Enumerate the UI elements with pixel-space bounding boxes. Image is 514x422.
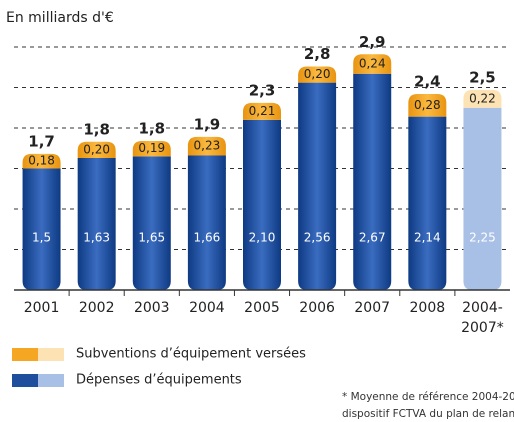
value-label: 0,22 [469, 91, 496, 105]
bar-segment [22, 153, 61, 169]
total-label: 1,8 [83, 120, 110, 138]
value-label: 1,63 [83, 231, 110, 245]
x-tick-line: 2004- [462, 300, 503, 316]
bar-segment [77, 157, 116, 290]
legend-swatch-light [38, 348, 64, 361]
total-label: 1,8 [138, 119, 165, 137]
total-label: 2,3 [249, 81, 276, 99]
bar-segment [353, 73, 392, 290]
unit-label: En milliards d'€ [6, 10, 114, 26]
legend-label: Dépenses d’équipements [76, 373, 242, 388]
bar-segment [298, 82, 337, 290]
value-label: 1,66 [194, 231, 221, 245]
bar-segment [132, 140, 171, 157]
bar-segment [132, 156, 171, 290]
total-label: 2,5 [469, 68, 496, 86]
x-tick-label: 2005 [244, 300, 280, 316]
value-label: 0,20 [83, 142, 110, 156]
x-tick-label: 2004 [189, 300, 225, 316]
bar-segment [463, 107, 502, 290]
total-label: 1,7 [28, 132, 55, 150]
legend-swatch [12, 348, 38, 361]
total-label: 2,8 [304, 45, 331, 63]
value-label: 0,18 [28, 154, 55, 168]
legend-swatch [12, 374, 38, 387]
value-label: 2,25 [469, 231, 496, 245]
x-tick-label: 2006 [299, 300, 335, 316]
x-tick-line: 2007* [461, 320, 504, 336]
value-label: 0,19 [138, 141, 165, 155]
total-label: 1,9 [194, 115, 221, 133]
value-label: 2,10 [249, 231, 276, 245]
x-tick-label: 2008 [410, 300, 446, 316]
footnote: dispositif FCTVA du plan de relance [342, 408, 514, 420]
bar-segment [187, 136, 226, 156]
x-tick-label: 2004- 2007* [461, 300, 504, 336]
value-label: 2,14 [414, 231, 441, 245]
x-tick-label: 2003 [134, 300, 170, 316]
bar-segment [408, 116, 447, 290]
value-label: 2,56 [304, 231, 331, 245]
bar-segment [353, 54, 392, 74]
footnote: * Moyenne de référence 2004-2007 [342, 391, 514, 403]
x-tick-label: 2002 [79, 300, 115, 316]
bar-segment [22, 168, 61, 290]
bar-segment [298, 66, 337, 83]
total-label: 2,9 [359, 33, 386, 51]
bar-segment [463, 89, 502, 108]
value-label: 0,23 [194, 139, 221, 153]
bar-segment [243, 102, 281, 120]
value-label: 1,65 [138, 231, 165, 245]
value-label: 0,24 [359, 57, 386, 71]
value-label: 0,21 [249, 104, 276, 118]
legend-swatch-light [38, 374, 64, 387]
bar-segment [243, 119, 281, 291]
legend-label: Subventions d’équipement versées [76, 347, 306, 362]
bar-segment [408, 93, 447, 117]
value-label: 1,5 [32, 231, 51, 245]
x-tick-label: 2007 [354, 300, 390, 316]
x-tick-label: 2001 [24, 300, 60, 316]
bar-segment [77, 141, 116, 158]
value-label: 0,28 [414, 98, 441, 112]
total-label: 2,4 [414, 72, 441, 90]
value-label: 2,67 [359, 231, 386, 245]
value-label: 0,20 [304, 67, 331, 81]
bar-segment [187, 155, 226, 290]
